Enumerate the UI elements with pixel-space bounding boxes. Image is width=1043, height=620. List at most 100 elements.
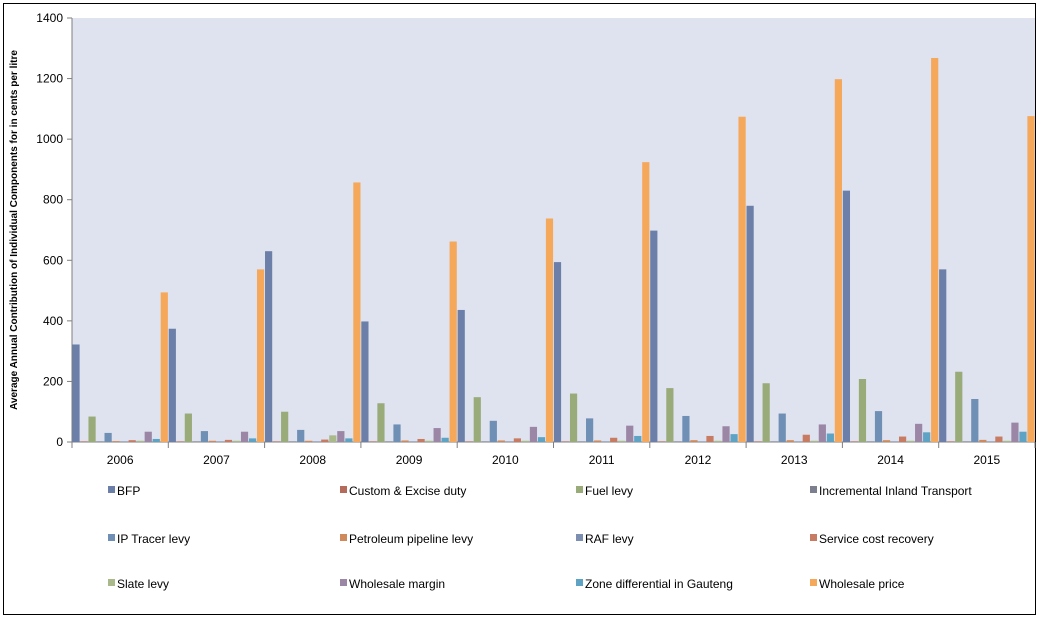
bar <box>939 269 947 442</box>
bar <box>706 435 714 442</box>
bar <box>642 162 650 442</box>
bar <box>361 321 369 442</box>
legend-label: BFP <box>117 484 140 498</box>
y-tick-label: 400 <box>43 314 63 328</box>
bar <box>256 269 265 442</box>
x-tick-label: 2009 <box>396 453 423 467</box>
bar <box>297 429 305 442</box>
legend-label: Service cost recovery <box>819 532 934 546</box>
x-tick-label: 2010 <box>492 453 519 467</box>
bar <box>602 441 610 442</box>
bar <box>176 441 184 442</box>
bar <box>441 437 449 442</box>
bar <box>915 423 923 442</box>
bar <box>786 440 794 442</box>
bar <box>963 441 971 442</box>
bar <box>465 441 473 442</box>
bars-layer <box>72 57 1035 443</box>
bar <box>232 440 241 442</box>
legend-swatch <box>340 534 347 541</box>
bar <box>553 262 562 442</box>
bar <box>417 438 425 442</box>
bar <box>160 292 168 442</box>
y-tick-label: 1400 <box>36 11 63 25</box>
bar <box>577 441 586 442</box>
bar <box>810 440 818 442</box>
bar <box>586 418 594 442</box>
bar <box>393 424 401 442</box>
bar <box>80 441 88 442</box>
bar <box>136 440 144 442</box>
bar <box>770 441 778 442</box>
bar <box>104 432 112 442</box>
bar <box>337 431 345 442</box>
bar <box>505 441 513 442</box>
bar <box>433 428 441 442</box>
bar <box>834 79 842 443</box>
y-tick-label: 600 <box>43 253 63 267</box>
x-tick-label: 2013 <box>781 453 808 467</box>
bar <box>842 190 851 442</box>
legend-swatch <box>810 534 817 541</box>
x-tick-label: 2011 <box>589 453 615 467</box>
y-tick-label: 800 <box>43 193 63 207</box>
x-tick-label: 2015 <box>973 453 1000 467</box>
plot-area <box>72 18 1035 442</box>
y-axis-label: Average Annual Contribution of Individua… <box>9 50 20 410</box>
y-tick-label: 1200 <box>36 72 63 86</box>
bar <box>923 432 931 442</box>
bar <box>184 413 192 442</box>
x-tick-label: 2006 <box>107 453 134 467</box>
bar <box>72 344 80 442</box>
legend-label: Fuel levy <box>585 484 633 498</box>
bar <box>168 328 176 442</box>
x-tick-label: 2012 <box>685 453 712 467</box>
bar <box>208 440 217 442</box>
legend-label: IP Tracer levy <box>117 532 190 546</box>
bar <box>594 440 602 442</box>
bar <box>890 441 899 442</box>
bar <box>987 441 995 442</box>
bar <box>931 57 939 442</box>
bar <box>200 431 209 442</box>
legend-swatch <box>576 579 583 586</box>
bar <box>329 435 337 442</box>
bar <box>898 436 907 442</box>
bar <box>714 440 722 442</box>
bar <box>409 441 417 442</box>
bar <box>128 440 136 442</box>
bar <box>313 441 321 442</box>
bar <box>722 426 730 442</box>
bar <box>224 439 233 442</box>
bar <box>874 411 883 442</box>
bar <box>481 441 489 442</box>
legend-swatch <box>810 579 817 586</box>
bar <box>650 230 658 442</box>
bar <box>1019 431 1027 442</box>
bar <box>995 436 1003 442</box>
bar <box>979 439 987 442</box>
bar <box>457 309 465 442</box>
bar <box>850 441 859 442</box>
legend-label: RAF levy <box>585 532 634 546</box>
bar <box>289 441 297 442</box>
bar <box>682 415 690 442</box>
bar <box>698 441 706 442</box>
bar <box>626 425 634 442</box>
bar <box>529 426 538 442</box>
legend-swatch <box>340 579 347 586</box>
legend-label: Zone differential in Gauteng <box>585 577 733 591</box>
bar <box>730 434 738 442</box>
axes: 0 200 400 600 800 1000 1200 1400 2006 2007 2008 200… <box>36 11 1036 467</box>
bar <box>802 434 810 442</box>
y-tick-label: 1000 <box>36 132 63 146</box>
bar <box>88 416 96 442</box>
bar <box>569 393 578 442</box>
bar <box>537 437 546 442</box>
bar <box>96 441 104 442</box>
bar <box>818 424 826 442</box>
bar <box>377 403 385 442</box>
bar <box>658 441 666 442</box>
bar <box>690 440 698 442</box>
bar <box>947 441 955 442</box>
